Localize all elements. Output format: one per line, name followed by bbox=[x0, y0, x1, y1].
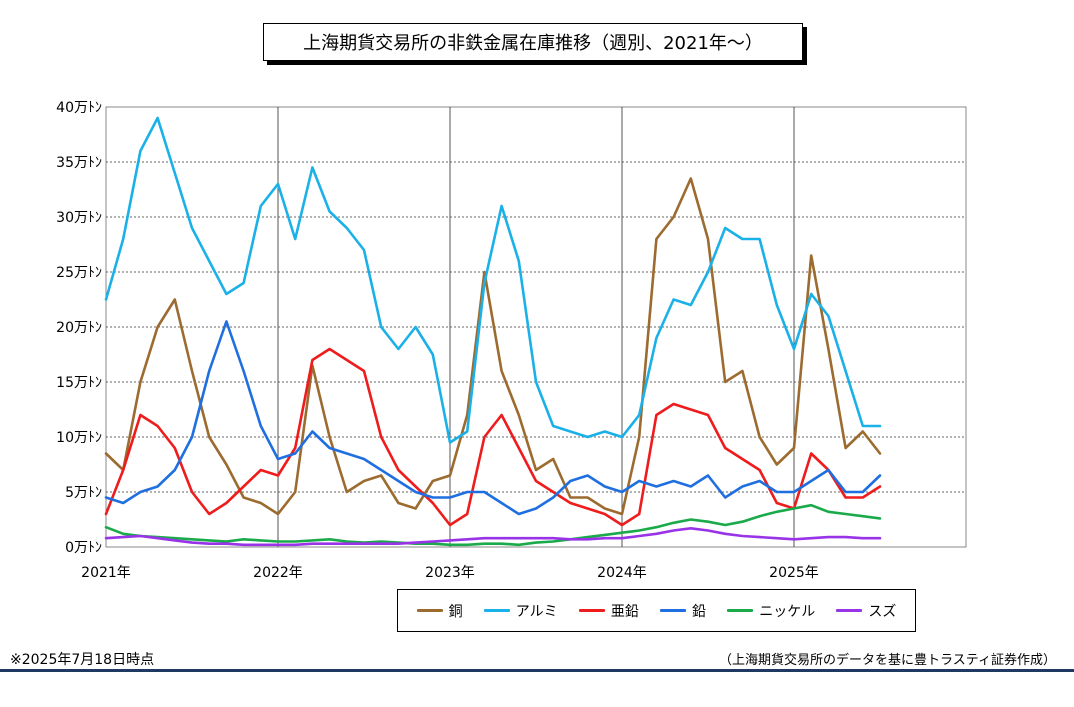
legend-label: アルミ bbox=[515, 603, 558, 620]
x-tick-label: 2024年 bbox=[597, 565, 647, 581]
x-tick-label: 2021年 bbox=[81, 565, 131, 581]
legend-item-0: 銅 bbox=[416, 601, 463, 621]
x-tick-label: 2023年 bbox=[425, 565, 475, 581]
legend-swatch bbox=[836, 609, 863, 612]
line-chart: 0万ﾄﾝ 5万ﾄﾝ 10万ﾄﾝ 15万ﾄﾝ 20万ﾄﾝ 25万ﾄﾝ 30万ﾄﾝ 35万ﾄﾝ 40… bbox=[56, 100, 967, 581]
source-credit: （上海期貨交易所のデータを基に豊トラスティ証券作成） bbox=[719, 653, 1056, 668]
x-axis-labels: 2021年 2022年 2023年 2024年 2025年 bbox=[81, 565, 819, 581]
series-line-2 bbox=[104, 347, 882, 527]
y-tick-label: 0万ﾄﾝ bbox=[65, 540, 102, 556]
legend-label: 鉛 bbox=[692, 603, 707, 620]
series-line-4 bbox=[104, 503, 882, 547]
series-line-5 bbox=[104, 527, 882, 547]
y-tick-label: 5万ﾄﾝ bbox=[65, 485, 102, 501]
y-tick-label: 40万ﾄﾝ bbox=[56, 100, 102, 116]
y-tick-label: 20万ﾄﾝ bbox=[56, 320, 102, 336]
legend: 銅 アルミ 亜鉛 鉛 ニッケル スズ bbox=[397, 589, 916, 632]
footnote-date: ※2025年7月18日時点 bbox=[10, 652, 155, 668]
bottom-divider bbox=[0, 669, 1074, 672]
series-lines bbox=[104, 116, 882, 547]
legend-swatch bbox=[660, 609, 687, 612]
chart-title: 上海期貨交易所の非鉄金属在庫推移（週別、2021年～） bbox=[303, 33, 763, 54]
legend-swatch bbox=[483, 609, 510, 612]
legend-swatch bbox=[416, 609, 443, 612]
chart-title-box: 上海期貨交易所の非鉄金属在庫推移（週別、2021年～） bbox=[263, 23, 803, 61]
series-line-1 bbox=[104, 116, 882, 444]
legend-swatch bbox=[727, 609, 754, 612]
series-line-0 bbox=[104, 177, 882, 516]
legend-item-3: 鉛 bbox=[660, 601, 706, 621]
legend-label: スズ bbox=[868, 603, 897, 620]
series-line-3 bbox=[104, 320, 882, 516]
y-tick-label: 10万ﾄﾝ bbox=[56, 430, 102, 446]
legend-item-1: アルミ bbox=[483, 601, 558, 621]
legend-item-4: ニッケル bbox=[727, 601, 815, 621]
y-tick-label: 15万ﾄﾝ bbox=[56, 375, 102, 391]
y-tick-label: 30万ﾄﾝ bbox=[56, 210, 102, 226]
legend-item-2: 亜鉛 bbox=[578, 601, 639, 621]
y-tick-label: 35万ﾄﾝ bbox=[56, 155, 102, 171]
legend-swatch bbox=[578, 609, 605, 612]
legend-label: 亜鉛 bbox=[610, 603, 639, 620]
y-tick-label: 25万ﾄﾝ bbox=[56, 265, 102, 281]
x-tick-label: 2022年 bbox=[253, 565, 303, 581]
legend-item-5: スズ bbox=[836, 601, 896, 621]
x-tick-label: 2025年 bbox=[769, 565, 819, 581]
legend-label: ニッケル bbox=[759, 603, 816, 620]
y-axis-labels: 0万ﾄﾝ 5万ﾄﾝ 10万ﾄﾝ 15万ﾄﾝ 20万ﾄﾝ 25万ﾄﾝ 30万ﾄﾝ 35万ﾄﾝ 40… bbox=[56, 100, 102, 556]
legend-label: 銅 bbox=[448, 603, 463, 620]
